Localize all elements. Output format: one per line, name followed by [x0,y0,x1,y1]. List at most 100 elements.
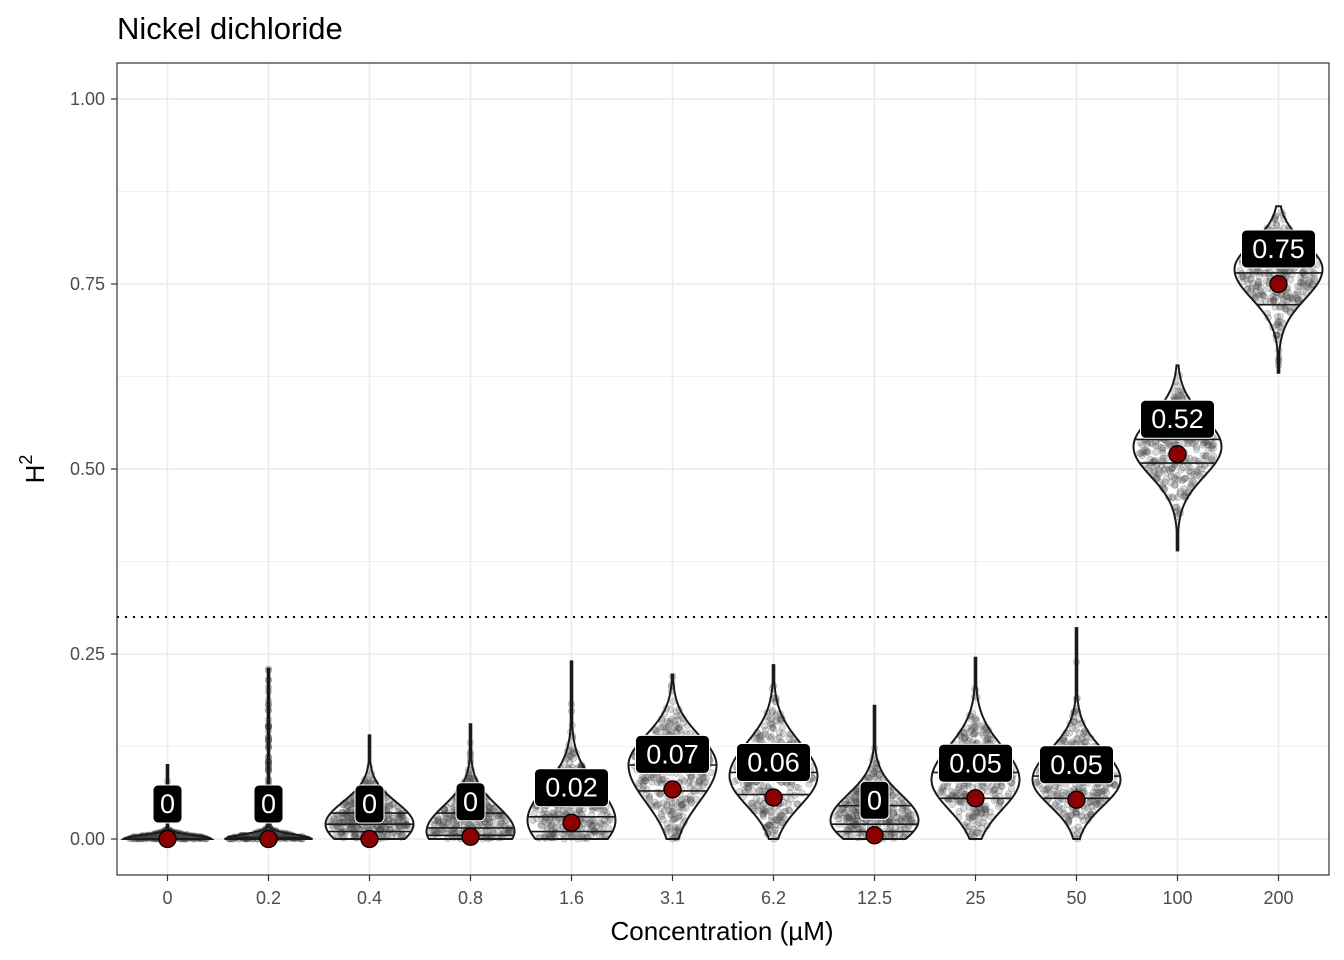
jitter-point [637,776,645,785]
jitter-point [762,807,770,815]
jitter-point [669,815,677,823]
jitter-point [639,782,648,790]
jitter-point [695,777,703,785]
x-tick-label: 50 [1066,888,1086,908]
jitter-point [1073,810,1081,818]
jitter-point [663,800,671,808]
jitter-point [674,724,682,732]
jitter-point [1202,452,1210,460]
jitter-point [653,801,661,809]
jitter-point [665,824,673,832]
jitter-point [959,793,968,801]
jitter-point [1062,789,1070,797]
x-tick-label: 0.2 [256,888,281,908]
jitter-point [699,781,707,789]
jitter-point [439,819,448,828]
x-tick-label: 200 [1263,888,1293,908]
jitter-point [1200,460,1209,468]
jitter-point [674,716,682,724]
jitter-point [678,800,686,809]
mean-point [158,829,177,849]
mean-point [1168,445,1187,464]
jitter-point [658,812,666,821]
jitter-point [681,795,689,803]
jitter-point [569,754,577,763]
jitter-point [792,783,800,791]
jitter-point [590,819,599,827]
jitter-point [960,804,968,813]
jitter-point [785,734,794,742]
jitter-point [651,798,659,806]
jitter-point [655,776,664,784]
jitter-point [763,821,771,830]
jitter-point [771,826,779,834]
jitter-point [657,810,665,818]
jitter-point [657,779,665,787]
jitter-point [771,826,779,834]
jitter-point [436,818,445,826]
jitter-point [641,777,649,785]
jitter-point [485,803,493,811]
jitter-point [639,779,647,787]
jitter-point [955,782,963,790]
jitter-point [782,807,790,815]
jitter-point [679,804,687,813]
jitter-point [395,813,403,822]
jitter-point [434,818,442,826]
jitter-point [576,809,584,817]
jitter-point [634,779,643,788]
jitter-point [340,815,348,823]
x-tick-label: 12.5 [857,888,892,908]
chart-title: Nickel dichloride [117,11,343,46]
jitter-point [668,803,676,811]
jitter-point [675,724,683,732]
gridlines [117,63,1329,875]
jitter-point [345,803,353,811]
jitter-point [657,805,665,813]
jitter-point [489,805,498,813]
jitter-point [668,715,676,723]
jitter-point [486,818,494,826]
jitter-point [679,812,687,821]
jitter-point [663,802,671,810]
jitter-point [667,705,675,713]
jitter-point [972,828,981,836]
jitter-point [682,798,690,807]
jitter-point [484,815,492,823]
jitter-point [537,820,545,829]
jitter-point [388,800,397,808]
jitter-point [672,798,680,806]
jitter-point [769,725,778,733]
jitter-point [1209,452,1218,460]
jitter-point [767,733,775,741]
jitter-point [780,815,789,823]
jitter-point [339,814,347,822]
violin-outline [224,667,313,840]
jitter-point [345,798,353,806]
jitter-point [449,816,457,824]
jitter-point [333,831,341,839]
jitter-point [670,815,679,823]
jitter-point [431,817,439,825]
jitter-point [677,802,686,811]
jitter-point [687,773,696,781]
jitter-point [1136,439,1144,447]
jitter-point [889,792,897,800]
jitter-point [687,795,695,803]
y-tick-label: 0.75 [70,274,105,294]
jitter-point [965,737,973,745]
jitter-point [674,823,682,832]
jitter-point [652,802,661,810]
jitter-point [777,812,785,820]
jitter-point [772,718,780,726]
jitter-point [385,815,393,823]
y-tick-label: 1.00 [70,89,105,109]
y-axis-title: H2 [16,455,50,484]
mean-point [1067,790,1086,809]
jitter-point [774,816,782,825]
jitter-point [752,795,760,803]
jitter-point [1093,801,1102,809]
jitter-point [489,814,497,822]
jitter-point [660,723,668,731]
